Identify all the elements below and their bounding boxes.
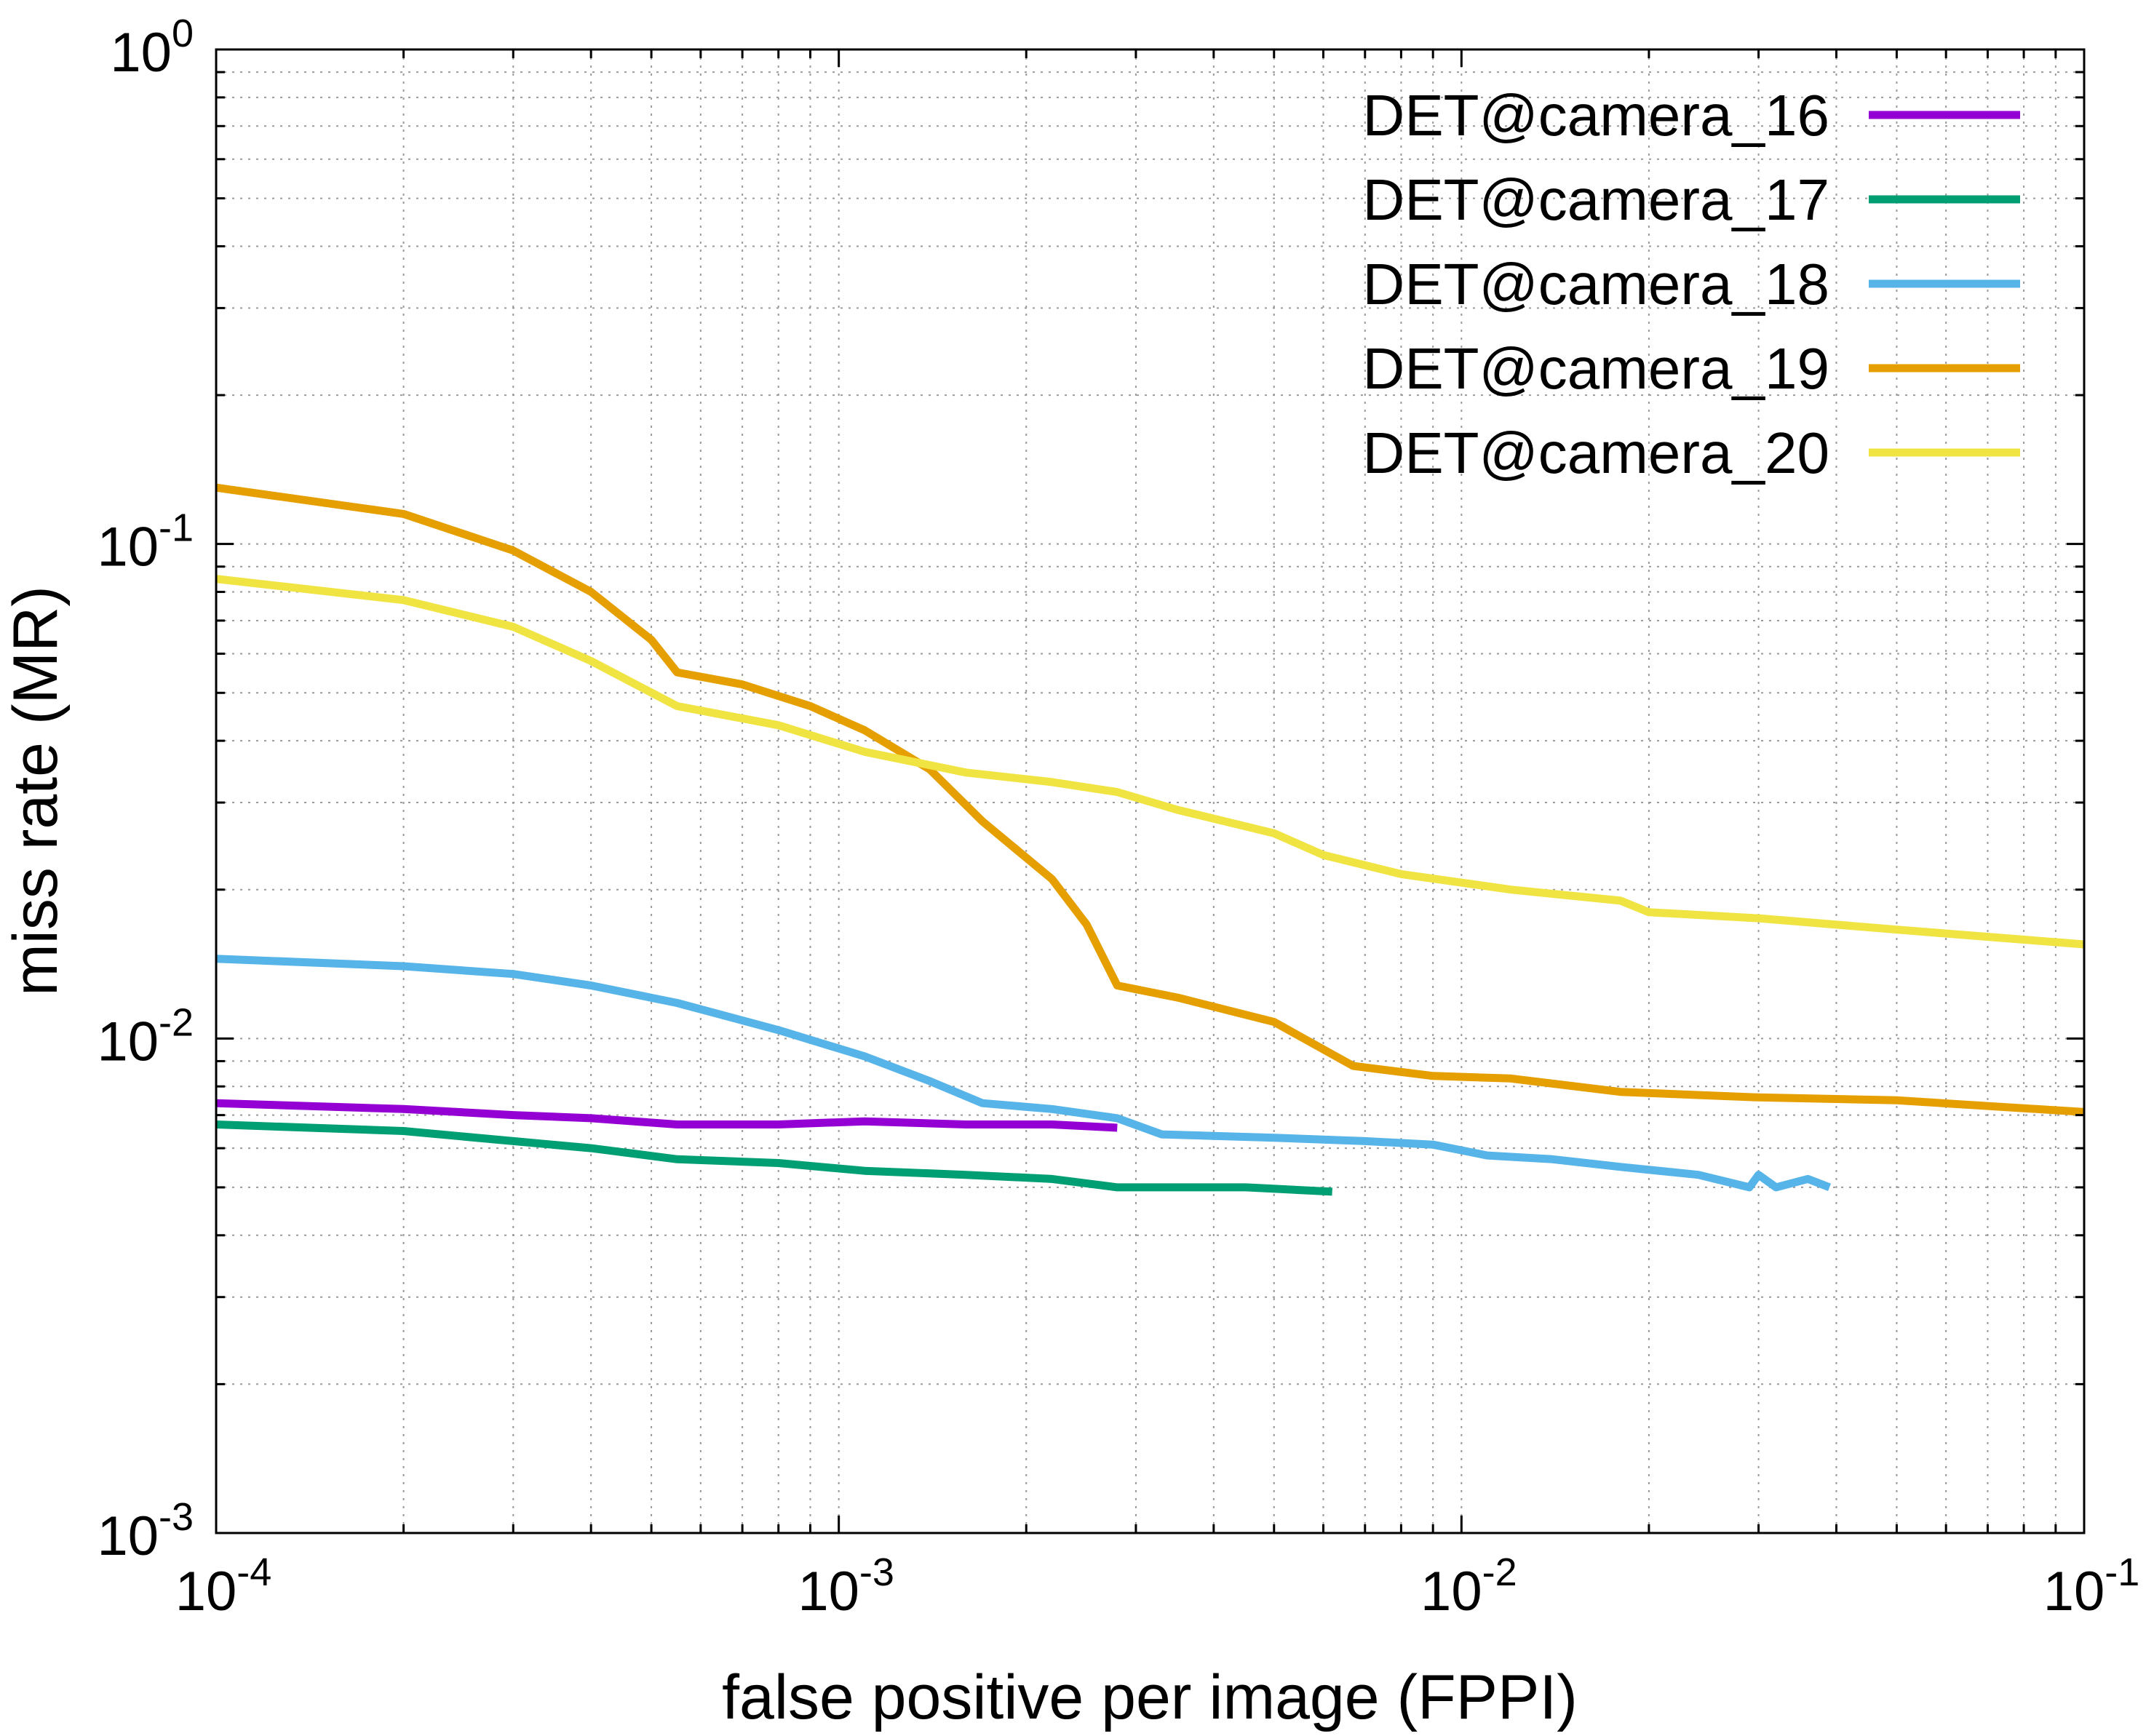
- x-tick-label: 10-2: [1420, 1550, 1517, 1622]
- legend-label: DET@camera_20: [1363, 421, 1829, 485]
- tick-marks: [215, 49, 2084, 1534]
- x-axis-label: false positive per image (FPPI): [722, 1663, 1578, 1732]
- legend: DET@camera_16 DET@camera_17 DET@camera_18 D…: [1363, 83, 2020, 485]
- legend-label: DET@camera_16: [1363, 83, 1829, 148]
- plot-frame: [215, 48, 2086, 1534]
- legend-label: DET@camera_19: [1363, 336, 1829, 401]
- series-line-2: [215, 1120, 1332, 1196]
- x-tick-label: 10-1: [2043, 1550, 2140, 1622]
- series-line-4: [215, 483, 2085, 1116]
- y-tick-label: 10-3: [97, 1495, 194, 1567]
- series-line-3: [215, 955, 1832, 1192]
- series-line-1: [215, 1099, 1118, 1132]
- x-tick-label: 10-3: [798, 1550, 894, 1622]
- y-tick-label: 10-2: [97, 1000, 194, 1072]
- y-axis-label: miss rate (MR): [1, 586, 71, 996]
- series-line-5: [215, 575, 2085, 949]
- y-tick-label: 10-1: [97, 506, 194, 578]
- legend-label: DET@camera_17: [1363, 167, 1829, 232]
- y-tick-label: 100: [110, 12, 194, 84]
- x-tick-label: 10-4: [175, 1550, 272, 1622]
- series-lines: [215, 483, 2085, 1196]
- legend-label: DET@camera_18: [1363, 252, 1829, 316]
